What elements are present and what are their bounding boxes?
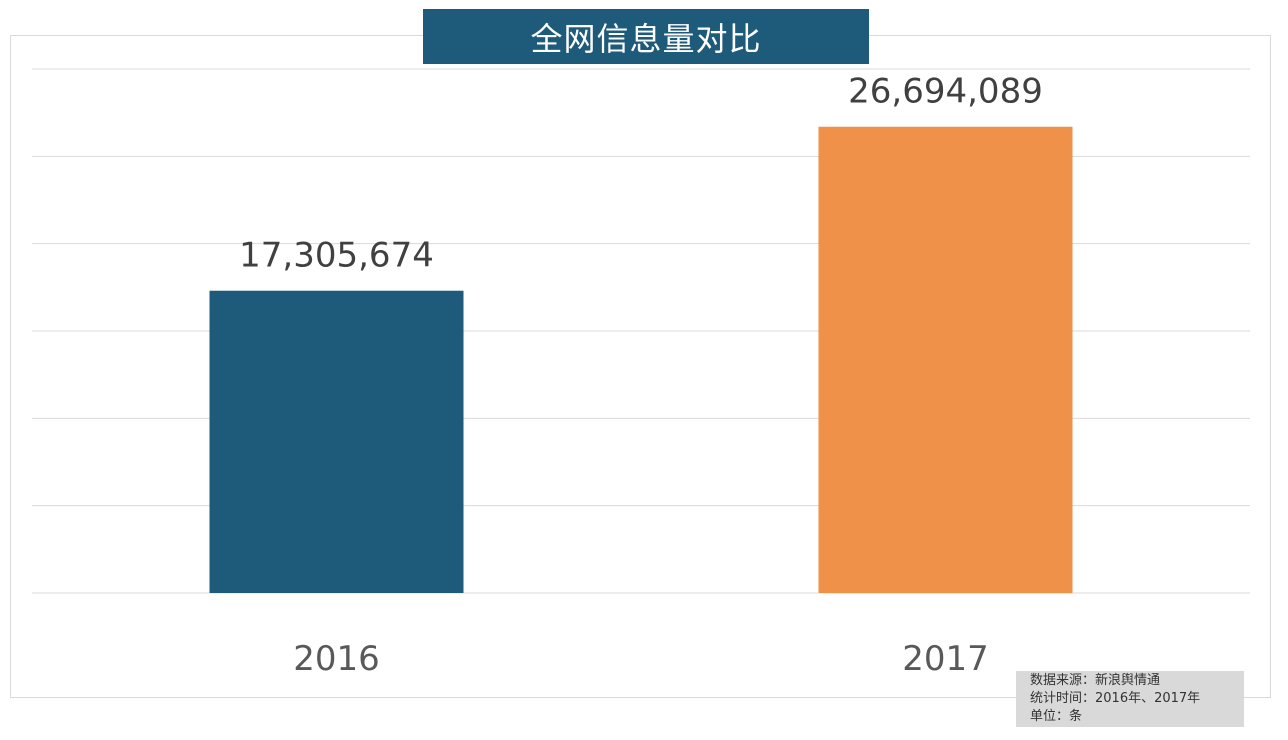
data-label: 26,694,089 — [848, 72, 1043, 112]
chart-title: 全网信息量对比 — [423, 9, 869, 64]
x-tick-label: 2017 — [902, 639, 989, 679]
unit-text: 单位：条 — [1030, 709, 1083, 724]
source-text: 数据来源：新浪舆情通 — [1030, 673, 1161, 688]
period-text: 统计时间：2016年、2017年 — [1030, 691, 1201, 706]
data-label: 17,305,674 — [239, 236, 434, 276]
source-note: 数据来源：新浪舆情通 统计时间：2016年、2017年 单位：条 — [1016, 671, 1244, 727]
bar-2016 — [209, 290, 464, 593]
x-tick-label: 2016 — [293, 639, 380, 679]
bar-2017 — [818, 126, 1073, 593]
